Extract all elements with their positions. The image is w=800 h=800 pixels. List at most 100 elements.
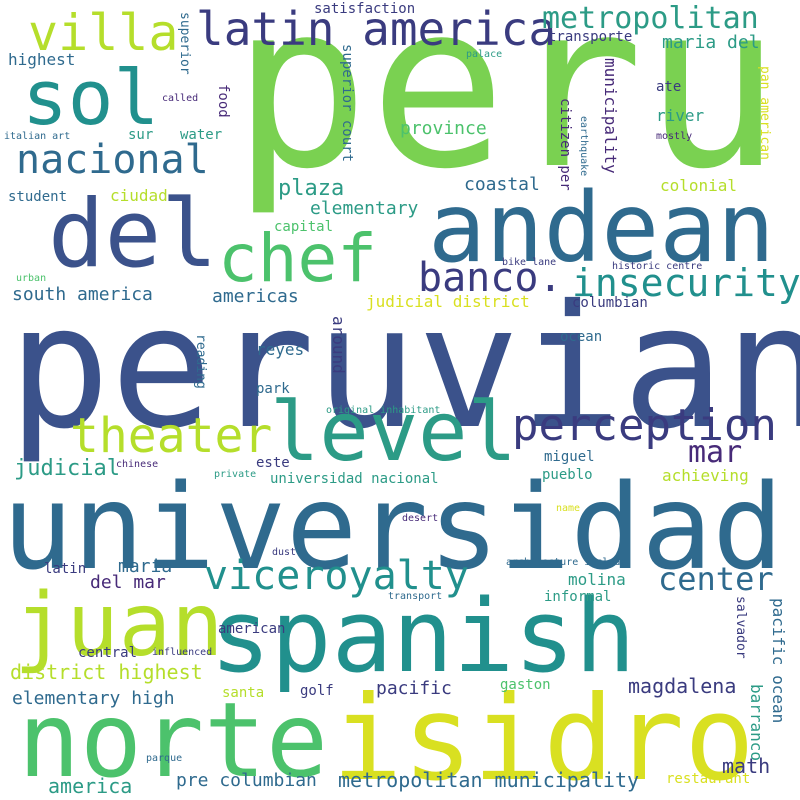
word-americas: americas: [212, 286, 299, 307]
word-influenced: influenced: [152, 647, 213, 658]
word-columbian: columbian: [572, 295, 648, 311]
word-informal: informal: [544, 589, 612, 605]
word-salvador: salvador: [733, 596, 748, 659]
word-sol: sol: [22, 53, 160, 142]
word-coastal: coastal: [464, 174, 540, 195]
word-america: america: [48, 774, 133, 798]
word-desert: desert: [402, 513, 439, 524]
word-theater: theater: [70, 408, 273, 464]
word-elementary-high: elementary high: [12, 688, 175, 709]
word-around: around: [329, 316, 348, 374]
word-district-highest: district highest: [10, 660, 203, 684]
word-achieving: achieving: [662, 466, 749, 485]
word-judicial-district: judicial district: [366, 292, 530, 311]
word-spanish: spanish: [210, 577, 636, 695]
word-river: river: [656, 106, 705, 125]
word-barranco: barranco: [747, 684, 766, 762]
word-chef: chef: [218, 220, 377, 297]
word-banco: banco.: [418, 255, 563, 301]
word-water: water: [180, 127, 223, 143]
word-center: center: [658, 560, 774, 598]
word-isidro: isidro: [332, 670, 755, 800]
word-del-mar: del mar: [90, 572, 166, 593]
word-peruvian: peruvian: [8, 269, 800, 467]
word-ciudad: ciudad: [110, 186, 168, 205]
word-juan: juan: [14, 574, 224, 676]
word-villa: villa: [28, 4, 179, 62]
word-citizen-per: citizen per: [557, 98, 573, 191]
word-santa: santa: [222, 685, 265, 701]
word-metropolitan-municipality: metropolitan municipality: [338, 768, 640, 792]
word-este: este: [256, 455, 290, 471]
word-mar: mar: [688, 435, 743, 470]
word-latin-america: latin america: [196, 2, 557, 56]
word-italian-art: italian art: [4, 131, 71, 142]
word-norte: norte: [18, 681, 329, 800]
word-province: province: [400, 118, 487, 139]
word-name: name: [556, 503, 581, 514]
word-nacional: nacional: [16, 137, 209, 183]
word-superior: superior: [177, 12, 192, 75]
word-south-america: south america: [12, 284, 153, 305]
word-architecture-include: architecture include: [506, 557, 627, 568]
word-transporte: transporte: [548, 29, 633, 45]
word-plaza: plaza: [278, 176, 345, 201]
word-bike-lane: bike lane: [502, 257, 557, 268]
word-pre-columbian: pre columbian: [176, 770, 317, 791]
word-central: central: [78, 645, 138, 661]
word-miguel: miguel: [544, 449, 595, 465]
word-urban: urban: [16, 273, 47, 284]
word-chinese: chinese: [116, 459, 159, 470]
word-original-inhabitant: original inhabitant: [326, 405, 441, 416]
word-pueblo: pueblo: [542, 467, 593, 483]
word-insecurity: insecurity: [572, 261, 800, 305]
word-perception: perception: [512, 400, 777, 451]
word-transport: transport: [388, 591, 443, 602]
word-superior-court: superior court: [339, 44, 355, 163]
word-magdalena: magdalena: [628, 674, 737, 698]
word-latin: latin: [44, 561, 87, 577]
word-universidad-nacional: universidad nacional: [270, 471, 439, 487]
word-parque: parque: [146, 753, 183, 764]
word-satisfaction: satisfaction: [314, 1, 416, 17]
word-earthquake: earthquake: [578, 116, 589, 177]
word-municipality: municipality: [601, 58, 620, 174]
word-student: student: [8, 189, 68, 205]
word-viceroyalty: viceroyalty: [204, 553, 469, 599]
word-pacific: pacific: [376, 678, 452, 699]
word-maria-del: maria del: [662, 32, 760, 53]
word-judicial: judicial: [14, 456, 120, 481]
word-pan-american: pan american: [757, 66, 772, 160]
word-park: park: [256, 381, 290, 397]
word-ocean: ocean: [560, 329, 603, 345]
word-level: level: [270, 385, 517, 480]
word-metropolitan: metropolitan: [542, 1, 759, 36]
word-mostly: mostly: [656, 131, 693, 142]
word-food: food: [215, 84, 231, 118]
word-math: math: [722, 754, 771, 778]
word-american: american: [218, 621, 286, 637]
word-capital: capital: [274, 219, 334, 235]
word-gaston: gaston: [500, 677, 551, 693]
word-restaurant: restaurant: [666, 771, 751, 787]
word-elementary: elementary: [310, 198, 419, 219]
word-dust: dust: [272, 547, 297, 558]
word-colonial: colonial: [660, 176, 738, 195]
word-reyes: reyes: [256, 340, 305, 359]
word-peru: peru: [232, 0, 782, 219]
word-ate: ate: [656, 79, 682, 95]
word-private: private: [214, 469, 257, 480]
word-called: called: [162, 93, 199, 104]
word-andean: andean: [428, 172, 775, 284]
word-universidad: universidad: [2, 458, 784, 596]
word-golf: golf: [300, 683, 334, 699]
word-historic-centre: historic centre: [612, 261, 703, 272]
word-del: del: [48, 180, 218, 289]
word-molina: molina: [568, 570, 626, 589]
word-pacific-ocean: pacific ocean: [769, 598, 788, 724]
word-highest: highest: [8, 50, 76, 69]
word-maria: maria: [118, 556, 173, 577]
word-palace: palace: [466, 49, 503, 60]
word-sur: sur: [128, 127, 154, 143]
